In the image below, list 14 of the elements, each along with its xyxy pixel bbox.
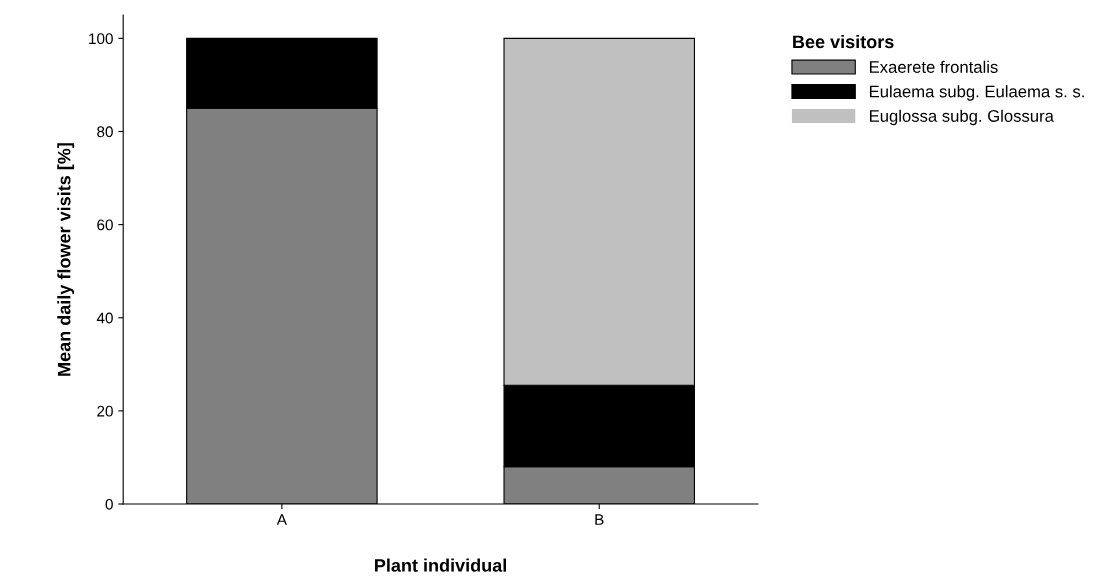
- y-tick-label: 100: [89, 33, 113, 45]
- y-axis-title: Mean daily flower visits [%]: [57, 143, 75, 376]
- legend-label: Euglossa subg. Glossura: [869, 109, 1054, 126]
- legend-label: Eulaema subg. Eulaema s. s.: [869, 85, 1084, 101]
- x-axis-title: Plant individual: [375, 558, 506, 572]
- y-tick-label: 80: [97, 126, 113, 138]
- legend-label: Exaerete frontalis: [869, 60, 998, 73]
- y-tick-label: 60: [97, 219, 113, 231]
- y-tick-label: 0: [105, 498, 113, 510]
- legend-title: Bee visitors: [793, 34, 894, 49]
- x-tick-label: A: [276, 514, 287, 525]
- y-tick-label: 40: [96, 312, 113, 324]
- x-tick-label: B: [595, 514, 604, 525]
- y-tick-label: 20: [97, 405, 113, 417]
